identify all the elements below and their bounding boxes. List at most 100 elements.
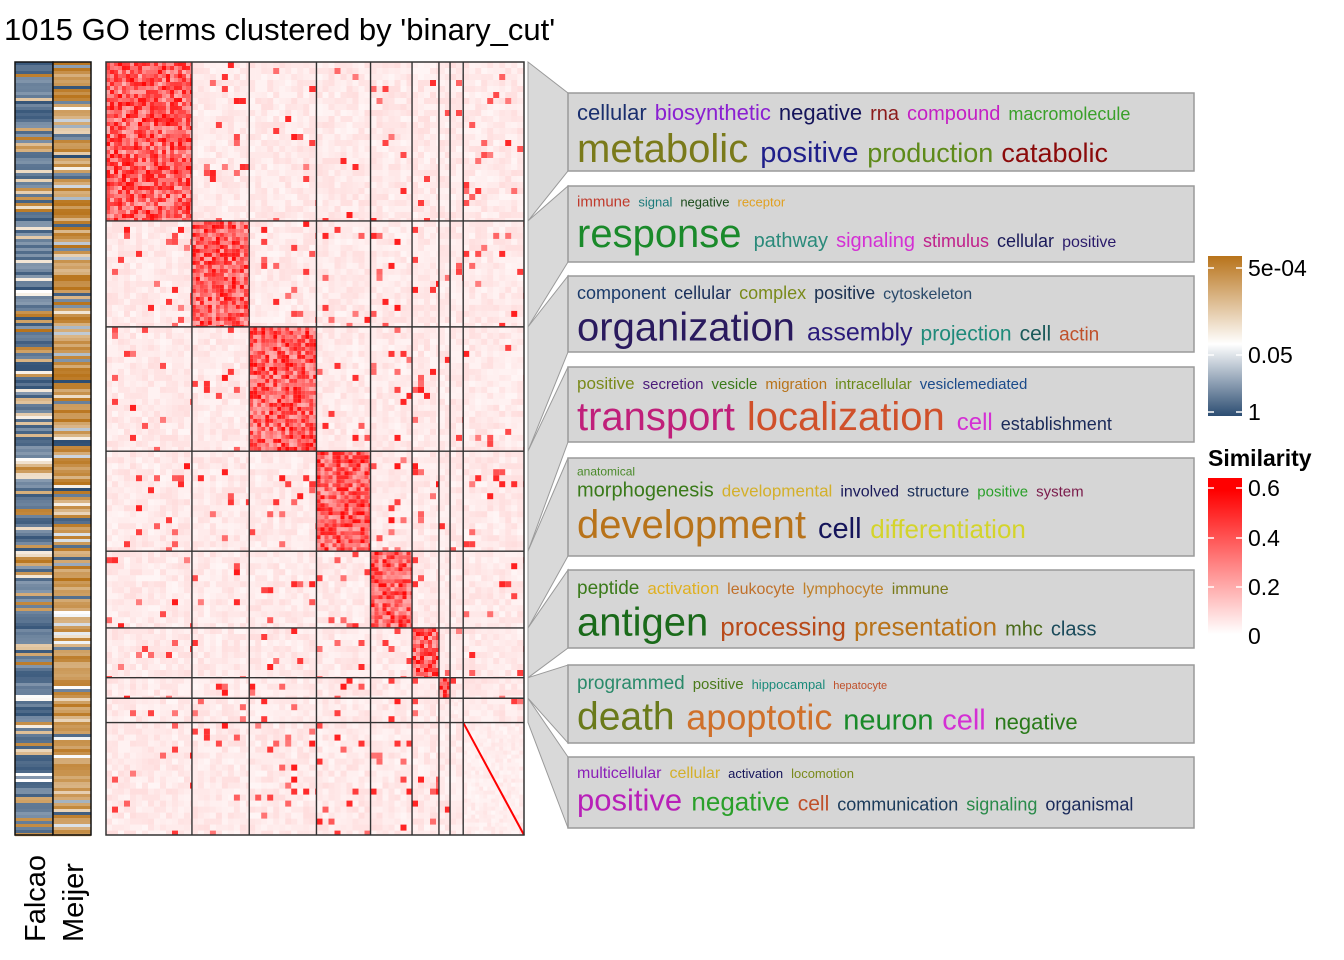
heat-cell <box>154 218 158 221</box>
heat-cell <box>406 134 412 140</box>
heat-cell <box>493 316 500 323</box>
heat-cell <box>267 86 274 92</box>
heat-cell <box>340 310 347 317</box>
pvalue-cell <box>53 371 91 375</box>
heat-cell <box>162 106 166 110</box>
heat-cell <box>233 146 240 152</box>
heat-cell <box>106 316 112 323</box>
heat-cell <box>162 78 166 82</box>
heat-cell <box>424 316 430 323</box>
heat-cell <box>424 286 430 293</box>
heat-cell <box>303 68 310 74</box>
pvalue-cell <box>53 383 91 387</box>
heat-cell <box>394 68 401 74</box>
heat-cell <box>285 158 292 164</box>
heat-cell <box>249 92 256 98</box>
heat-cell <box>219 288 224 293</box>
heat-cell <box>207 296 212 301</box>
heat-cell <box>110 174 114 178</box>
heat-cell <box>221 140 228 146</box>
pvalue-cell <box>15 272 53 276</box>
pvalue-cell <box>53 518 91 522</box>
heat-cell <box>142 232 148 239</box>
pvalue-cell <box>53 644 91 648</box>
heat-cell <box>122 122 126 126</box>
heat-cell <box>239 356 246 363</box>
heat-cell <box>273 304 280 311</box>
heat-cell <box>444 86 450 92</box>
pvalue-cell <box>15 740 53 744</box>
heat-cell <box>221 122 228 128</box>
heat-cell <box>517 212 524 218</box>
pvalue-cell <box>53 737 91 741</box>
heat-cell <box>231 280 236 285</box>
heat-cell <box>291 110 298 116</box>
pvalue-cell <box>53 191 91 195</box>
heat-cell <box>219 280 224 285</box>
heat-cell <box>499 158 506 164</box>
pvalue-cell <box>53 677 91 681</box>
heat-cell <box>158 158 162 162</box>
heat-cell <box>424 134 430 140</box>
pvalue-cell <box>15 179 53 183</box>
heat-cell <box>346 110 353 116</box>
pvalue-cell <box>15 92 53 96</box>
pvalue-cell <box>53 509 91 513</box>
heat-cell <box>309 274 316 281</box>
heat-cell <box>249 226 256 233</box>
heat-cell <box>106 146 110 150</box>
heat-cell <box>215 288 220 293</box>
heat-cell <box>158 110 162 114</box>
heat-cell <box>191 232 196 237</box>
heat-cell <box>160 286 166 293</box>
heat-cell <box>388 200 395 206</box>
heat-cell <box>184 262 190 269</box>
heat-cell <box>424 104 430 110</box>
pvalue-cell <box>15 455 53 459</box>
heat-cell <box>487 86 494 92</box>
heat-cell <box>481 238 488 245</box>
heat-cell <box>231 232 236 237</box>
heat-cell <box>261 128 268 134</box>
pvalue-cell <box>15 254 53 258</box>
heat-cell <box>481 128 488 134</box>
heat-cell <box>166 158 170 162</box>
pvalue-cell <box>15 803 53 807</box>
heat-cell <box>487 128 494 134</box>
heat-cell <box>249 74 256 80</box>
pvalue-cell <box>53 446 91 450</box>
heat-cell <box>191 280 196 285</box>
heat-cell <box>118 102 122 106</box>
heat-cell <box>138 202 142 206</box>
heat-cell <box>142 202 146 206</box>
heat-cell <box>106 434 112 441</box>
heat-cell <box>364 286 371 293</box>
heat-cell <box>191 244 196 249</box>
heat-cell <box>463 194 470 200</box>
pvalue-cell <box>15 824 53 828</box>
heat-cell <box>493 158 500 164</box>
heat-cell <box>182 130 186 134</box>
heat-cell <box>456 68 462 74</box>
heat-cell <box>328 292 335 299</box>
heat-cell <box>126 138 130 142</box>
heat-cell <box>475 206 482 212</box>
heat-cell <box>235 244 240 249</box>
heat-cell <box>191 268 196 273</box>
heat-cell <box>328 134 335 140</box>
heat-cell <box>255 158 262 164</box>
heat-cell <box>221 104 228 110</box>
heat-cell <box>118 182 122 186</box>
heat-cell <box>456 292 462 299</box>
heat-cell <box>340 256 347 263</box>
heat-cell <box>239 256 244 261</box>
heat-cell <box>511 244 518 251</box>
heat-cell <box>358 104 365 110</box>
heat-cell <box>297 206 304 212</box>
pvalue-cell <box>53 635 91 639</box>
heat-cell <box>517 238 524 245</box>
heat-cell <box>233 74 240 80</box>
heat-cell <box>190 202 192 206</box>
pvalue-cell <box>15 347 53 351</box>
heat-cell <box>456 238 462 245</box>
